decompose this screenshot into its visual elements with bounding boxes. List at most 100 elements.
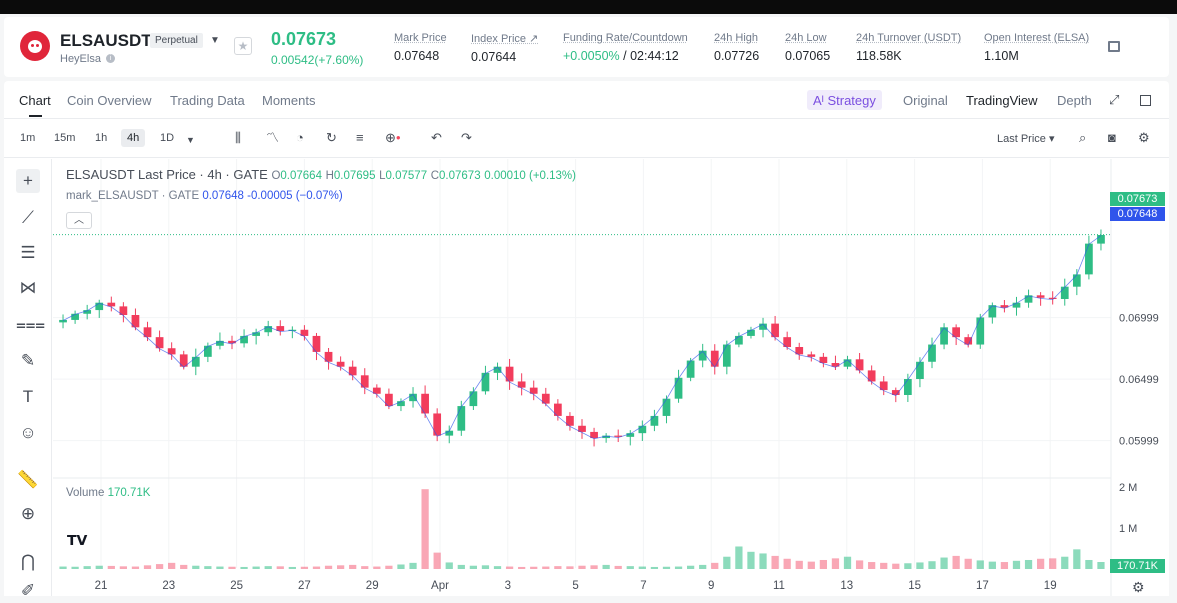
indicators-icon[interactable]: 〽 [266,130,280,145]
x-tick-label: 11 [773,580,785,592]
y-tick-label: 0.06999 [1119,313,1159,325]
settings-gear-icon[interactable]: ⚙ [1138,130,1150,145]
candle-body [783,337,792,347]
pencil-icon[interactable]: ✐ [20,581,36,600]
candle-body [143,327,152,338]
volume-bar [228,566,236,569]
candle-body [1060,286,1069,299]
brush-icon[interactable]: ✎ [20,351,36,370]
chart-toolbar: 1m 15m 1h 4h 1D ▼ ⫼ 〽 ◔ ↻ ≡ ⊕● ↶ ↷ Last … [4,120,1169,158]
last-price: 0.07673 [271,29,337,49]
candle-body [710,350,719,367]
stat-index-price[interactable]: Index Price ↗ 0.07644 [471,33,539,64]
interval-1m[interactable]: 1m [20,132,36,144]
axis-settings-icon[interactable]: ⚙ [1132,579,1145,595]
candle-body [240,335,248,344]
info-icon[interactable]: i [106,54,115,63]
volume-bar [916,562,924,569]
chart-grid [53,159,1111,568]
candle-body [541,393,550,404]
candle-body [855,359,864,371]
y-tick-label: 0.06499 [1119,374,1159,386]
zoom-in-icon[interactable]: ⊕ [20,504,36,523]
trendline-icon[interactable]: ⟋ [22,208,34,227]
tab-moments[interactable]: Moments [262,93,316,108]
interval-1h[interactable]: 1h [95,132,108,144]
strategy-button[interactable]: Aᴵ Strategy [807,90,882,110]
candle-body [578,425,586,432]
chart-svg[interactable]: 0.06999 0.06499 0.05999 21 23 25 27 29 Apr 3 5 7 9 11… [53,159,1169,596]
candle-body [409,393,417,402]
candle-body [843,359,852,367]
volume-bar [518,566,526,569]
fullscreen-icon[interactable] [1140,95,1151,106]
redo-icon[interactable]: ↷ [461,130,472,145]
candle-body [179,354,188,367]
expand-icon[interactable]: ⤢ [1109,92,1120,107]
ruler-icon[interactable]: 📏 [17,470,39,489]
candle-body [264,326,273,333]
price-type-select[interactable]: Last Price ▾ [997,133,1055,145]
tab-tradingview[interactable]: TradingView [966,93,1038,108]
alert-icon[interactable]: ◔ [296,130,304,145]
crosshair-icon[interactable]: + [16,169,40,193]
volume-bar [880,562,888,569]
x-tick-label: 5 [572,580,578,592]
undo-icon[interactable]: ↶ [431,130,442,145]
candle-body [167,348,176,355]
volume-bar [143,565,152,569]
tab-depth[interactable]: Depth [1057,93,1092,108]
interval-4h[interactable]: 4h [121,129,146,147]
chevron-down-icon[interactable]: ▼ [186,135,195,145]
candle-body [698,350,707,361]
volume-bar [1061,556,1069,569]
tab-trading-data[interactable]: Trading Data [170,93,245,108]
volume-bar [614,565,622,569]
volume-bar [433,552,441,569]
chart-tabs: Chart Coin Overview Trading Data Moments… [4,81,1169,119]
candle-body [71,313,79,320]
candle-type-icon[interactable]: ⫼ [235,130,241,145]
add-icon[interactable]: ⊕● [385,130,401,145]
candle-body [952,327,960,338]
x-tick-label: 3 [505,580,511,592]
drawing-toolbar: + ⟋ ☰ ⋈ ⩶ ✎ T ☺ 📏 ⊕ ⋂ ✐ [4,159,52,600]
interval-15m[interactable]: 15m [54,132,76,144]
volume-bar [361,566,369,569]
fib-icon[interactable]: ⩶ [16,315,46,334]
search-icon[interactable]: ⌕ [1079,130,1087,145]
candle-body [904,379,912,395]
volume-bar [602,564,610,569]
contract-type-badge: Perpetual [150,33,203,48]
candle-body [1097,235,1105,244]
volume-bar [337,565,345,569]
tab-original[interactable]: Original [903,93,948,108]
favorite-star-icon[interactable]: ★ [234,37,252,55]
volume-bar [1024,559,1033,569]
tab-coin-overview[interactable]: Coin Overview [67,93,152,108]
tab-chart[interactable]: Chart [19,93,51,117]
candle-body [1036,295,1045,298]
chevron-down-icon[interactable]: ▼ [210,35,220,46]
emoji-icon[interactable]: ☺ [19,423,37,442]
templates-icon[interactable]: ≡ [356,130,364,145]
book-icon[interactable] [1108,41,1120,52]
camera-icon[interactable]: ◙ [1108,130,1116,145]
collapse-legend-button[interactable]: ︿ [66,212,92,229]
horizontal-lines-icon[interactable]: ☰ [20,243,36,262]
magnet-icon[interactable]: ⋂ [21,552,35,571]
volume-bar [530,566,538,569]
replay-icon[interactable]: ↻ [326,130,337,145]
candle-body [348,366,357,376]
pattern-icon[interactable]: ⋈ [19,278,37,297]
candle-body [566,415,574,426]
x-tick-label: 15 [908,580,921,592]
volume-bar [1073,549,1081,569]
interval-1d[interactable]: 1D [160,132,175,144]
text-tool-icon[interactable]: T [22,387,34,406]
volume-bar [976,560,984,569]
symbol-name[interactable]: ELSAUSDT [60,31,152,50]
candles [53,229,1111,447]
price-chart[interactable]: 0.06999 0.06499 0.05999 21 23 25 27 29 Apr 3 5 7 9 11… [53,159,1169,596]
candle-body [602,435,610,439]
